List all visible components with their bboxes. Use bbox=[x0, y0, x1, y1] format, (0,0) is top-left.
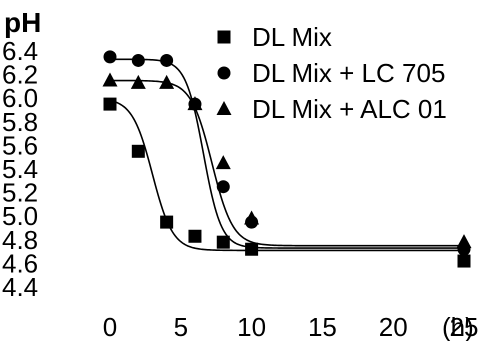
legend-marker bbox=[217, 30, 231, 44]
x-tick-label: 25 bbox=[450, 312, 479, 341]
y-tick-label: 6.0 bbox=[2, 83, 38, 113]
legend-label: DL Mix + ALC 01 bbox=[252, 94, 447, 124]
data-point bbox=[131, 144, 145, 158]
y-tick-label: 5.0 bbox=[2, 201, 38, 231]
y-tick-label: 4.4 bbox=[2, 272, 38, 302]
data-point bbox=[457, 254, 471, 268]
data-point bbox=[103, 97, 117, 111]
legend-label: DL Mix bbox=[252, 22, 332, 52]
data-point bbox=[216, 235, 230, 249]
x-tick-label: 0 bbox=[103, 312, 117, 341]
data-point bbox=[187, 96, 203, 111]
data-point bbox=[130, 74, 146, 89]
legend-marker bbox=[217, 66, 231, 80]
data-point bbox=[216, 180, 230, 194]
y-axis-label: pH bbox=[4, 7, 41, 38]
data-point bbox=[159, 74, 175, 89]
data-point bbox=[188, 229, 202, 243]
plot-area bbox=[102, 50, 472, 268]
data-point bbox=[456, 234, 472, 249]
data-point bbox=[160, 215, 174, 229]
data-point bbox=[102, 72, 118, 87]
data-point bbox=[131, 53, 145, 67]
y-tick-label: 4.8 bbox=[2, 225, 38, 255]
x-tick-label: 20 bbox=[379, 312, 408, 341]
y-tick-label: 6.4 bbox=[2, 36, 38, 66]
y-tick-label: 5.2 bbox=[2, 178, 38, 208]
y-tick-label: 5.4 bbox=[2, 154, 38, 184]
x-unit-label: (h) bbox=[442, 312, 474, 341]
data-point bbox=[160, 53, 174, 67]
y-tick-label: 6.2 bbox=[2, 60, 38, 90]
data-point bbox=[245, 242, 259, 256]
x-tick-labels: 0 5 10 15 20 25 bbox=[103, 312, 479, 341]
y-tick-labels: 6.46.26.05.85.65.45.25.04.84.64.4 bbox=[2, 36, 38, 302]
y-tick-label: 5.8 bbox=[2, 107, 38, 137]
y-tick-label: 4.6 bbox=[2, 248, 38, 278]
y-tick-label: 5.6 bbox=[2, 130, 38, 160]
x-tick-label: 5 bbox=[174, 312, 188, 341]
x-tick-label: 15 bbox=[308, 312, 337, 341]
data-point bbox=[215, 155, 231, 170]
legend-label: DL Mix + LC 705 bbox=[252, 58, 445, 88]
data-point bbox=[103, 50, 117, 64]
legend-marker bbox=[216, 101, 232, 115]
data-point bbox=[244, 210, 260, 225]
x-tick-label: 10 bbox=[237, 312, 266, 341]
legend: DL Mix DL Mix + LC 705 DL Mix + ALC 01 bbox=[216, 22, 447, 124]
